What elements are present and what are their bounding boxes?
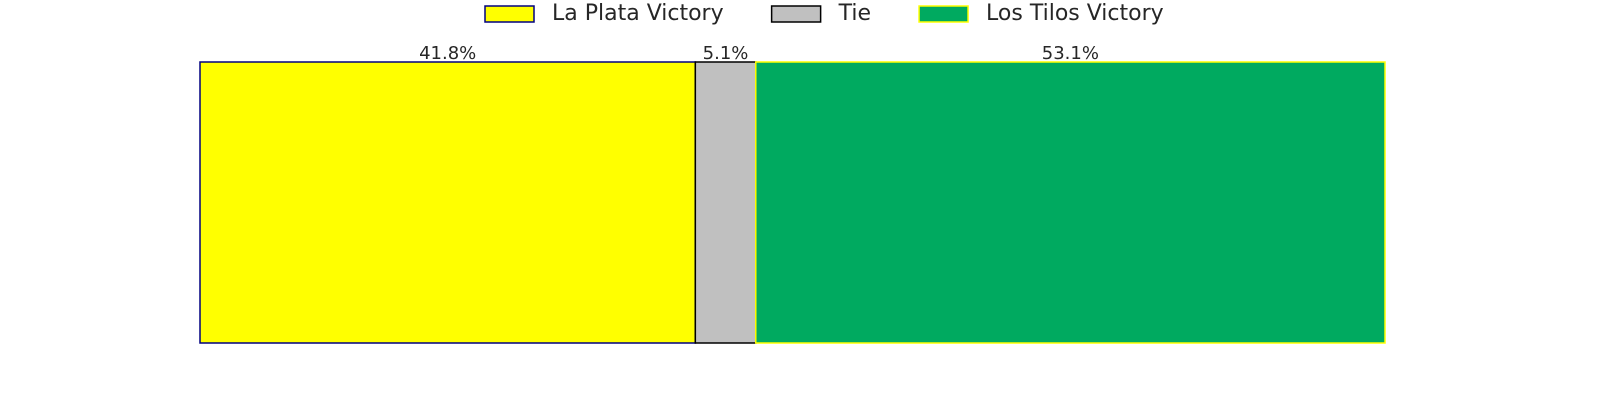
bar-segment bbox=[755, 61, 1386, 344]
bar-segment bbox=[694, 61, 757, 344]
bar-segment bbox=[199, 61, 697, 344]
value-label: 53.1% bbox=[1042, 43, 1099, 64]
legend-swatch bbox=[770, 5, 822, 23]
legend-swatch bbox=[484, 5, 535, 23]
value-label: 41.8% bbox=[419, 43, 476, 64]
legend-text: Los Tilos Victory bbox=[986, 1, 1164, 26]
legend-text: Tie bbox=[838, 1, 871, 26]
legend-swatch bbox=[918, 5, 969, 23]
value-label: 5.1% bbox=[703, 43, 749, 64]
legend-text: La Plata Victory bbox=[552, 1, 724, 26]
